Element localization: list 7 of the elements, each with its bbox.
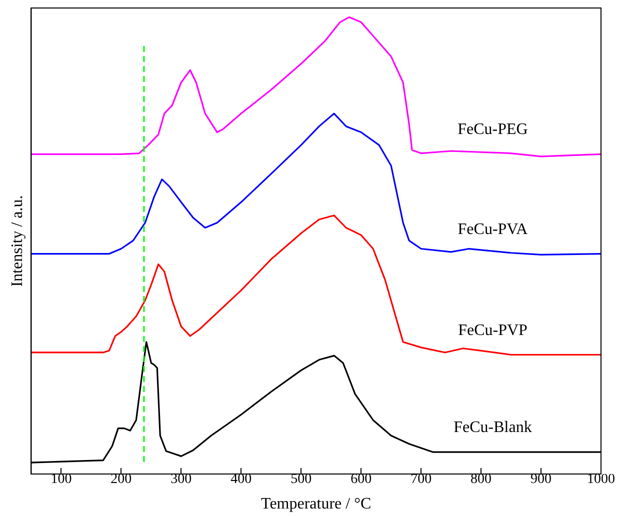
y-axis-title: Intensity / a.u. [8,195,26,287]
series-label: FeCu-PVA [458,220,528,238]
series-label: FeCu-Blank [454,419,532,436]
series-label: FeCu-PVP [458,322,528,339]
x-axis-title: Temperature / °C [261,496,372,513]
x-tick-label: 1000 [587,472,615,488]
series-label: FeCu-PEG [458,121,528,138]
